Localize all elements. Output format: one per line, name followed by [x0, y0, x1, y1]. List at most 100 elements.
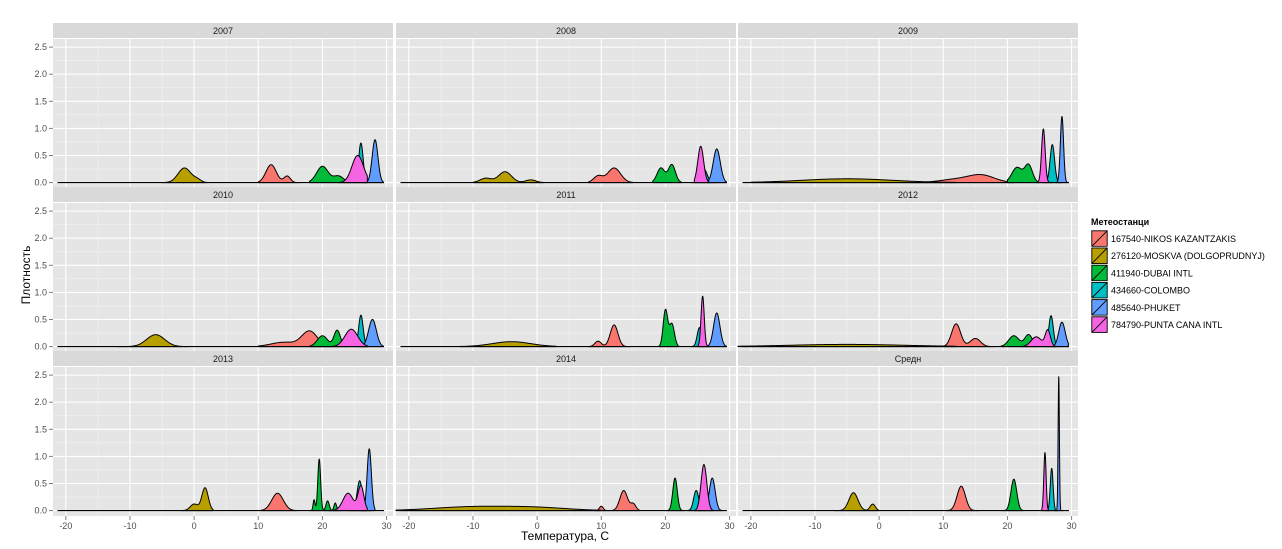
panel-background — [738, 367, 1078, 516]
x-tick-label: 30 — [1067, 521, 1077, 531]
y-tick-label: 2.5 — [34, 370, 47, 380]
facet-strip — [53, 351, 393, 366]
x-tick-label: -20 — [59, 521, 72, 531]
facet-strip-label: 2014 — [556, 354, 576, 364]
x-tick-label: -10 — [123, 521, 136, 531]
density-area-s1 — [257, 330, 330, 348]
x-tick-label: -20 — [744, 521, 757, 531]
x-tick-label: 0 — [535, 521, 540, 531]
facet-strip — [53, 187, 393, 202]
legend-item: 434660-COLOMBO — [1090, 281, 1190, 300]
y-tick-label: 2.5 — [34, 42, 47, 52]
density-area-s3 — [309, 458, 343, 512]
x-tick-label: 30 — [382, 521, 392, 531]
y-tick-label: 0.5 — [34, 150, 47, 160]
density-area-s2 — [180, 487, 214, 512]
y-tick-label: 2.5 — [34, 206, 47, 216]
panel-background — [396, 39, 736, 188]
legend-item: 411940-DUBAI INTL — [1090, 263, 1193, 282]
x-tick-label: 20 — [660, 521, 670, 531]
facet-panel: 2010 0.0 0.5 1.0 1.5 2.0 2.5 — [34, 187, 393, 352]
y-tick-label: 1.0 — [34, 287, 47, 297]
density-area-s2 — [750, 178, 957, 184]
y-tick-label: 2.0 — [34, 233, 47, 243]
legend-item: 167540-NIKOS KAZANTZAKIS — [1090, 229, 1236, 248]
facet-panel: 2009 — [738, 23, 1078, 188]
y-tick-label: 0.5 — [34, 314, 47, 324]
density-area-s1 — [257, 164, 301, 184]
facet-strip — [396, 23, 736, 38]
density-area-s1 — [587, 324, 631, 348]
y-tick-label: 0.0 — [34, 178, 47, 188]
legend-swatch-slash — [1091, 316, 1108, 333]
facet-strip-label: 2007 — [213, 26, 233, 36]
facet-strip — [396, 351, 736, 366]
density-area-s1 — [594, 490, 641, 512]
density-area-s1 — [260, 492, 298, 512]
facet-strip-label: Средн — [895, 354, 922, 364]
legend-label: 784790-PUNTA CANA INTL — [1111, 320, 1222, 330]
y-tick-label: 0.0 — [34, 342, 47, 352]
density-area-s6 — [1019, 329, 1057, 348]
density-area-s3 — [652, 163, 682, 184]
x-tick-label: 20 — [1002, 521, 1012, 531]
facet-strip-label: 2012 — [898, 190, 918, 200]
density-area-s2 — [395, 505, 602, 512]
density-area-s5 — [1055, 115, 1069, 184]
density-area-s6 — [1040, 452, 1050, 512]
facet-strip — [738, 187, 1078, 202]
y-axis-title: Плотность — [19, 246, 33, 305]
density-area-s5 — [706, 312, 727, 348]
x-tick-label: 20 — [317, 521, 327, 531]
density-area-s2 — [459, 341, 557, 348]
y-tick-label: 2.0 — [34, 69, 47, 79]
y-tick-label: 1.0 — [34, 123, 47, 133]
y-tick-label: 2.0 — [34, 397, 47, 407]
facet-panel: 2014 -20 -10 0 10 20 30 — [395, 351, 736, 531]
density-area-s6 — [328, 484, 368, 512]
facet-panel: 2012 — [737, 187, 1078, 352]
panel-background — [738, 203, 1078, 352]
legend-label: 167540-NIKOS KAZANTZAKIS — [1111, 234, 1236, 244]
legend-label: 276120-MOSKVA (DOLGOPRUDNYJ) — [1111, 251, 1265, 261]
facet-strip-label: 2009 — [898, 26, 918, 36]
legend-swatch-slash — [1091, 247, 1108, 264]
facet-strip — [396, 187, 736, 202]
legend-item: 276120-MOSKVA (DOLGOPRUDNYJ) — [1090, 246, 1265, 265]
density-area-s3 — [1006, 163, 1041, 184]
facet-panel: 2007 0.0 0.5 1.0 1.5 2.0 2.5 — [34, 23, 393, 188]
legend-swatch-slash — [1091, 264, 1108, 282]
panel-background — [53, 39, 393, 188]
density-area-s5 — [706, 148, 727, 184]
legend-swatch-slash — [1091, 299, 1108, 316]
legend-swatch-slash — [1091, 282, 1108, 299]
y-tick-label: 1.5 — [34, 424, 47, 434]
y-tick-label: 1.5 — [34, 260, 47, 270]
facet-panel: Средн -20 -10 0 10 20 30 — [738, 351, 1078, 531]
facet-strip-label: 2011 — [556, 190, 575, 200]
panel-background — [396, 203, 736, 352]
x-axis-title: Температура, С — [521, 529, 609, 543]
panel-background — [396, 367, 736, 516]
legend-swatch-slash — [1091, 230, 1108, 247]
legend-item: 485640-PHUKET — [1090, 298, 1181, 317]
facet-strip — [738, 23, 1078, 38]
x-tick-label: 0 — [877, 521, 882, 531]
facet-strip-label: 2013 — [213, 354, 233, 364]
panel-background — [53, 203, 393, 352]
x-tick-label: 10 — [938, 521, 948, 531]
y-tick-label: 0.0 — [34, 506, 47, 516]
density-area-s2 — [472, 171, 545, 184]
legend-label: 434660-COLOMBO — [1111, 286, 1190, 296]
panel-background — [738, 39, 1078, 188]
facet-panel: 2013 0.0 0.5 1.0 1.5 2.0 2.5 -20 -10 0 10 20 30 — [34, 351, 393, 531]
legend: Метеостанци 167540-NIKOS KAZANTZAKIS 2761… — [1090, 217, 1265, 334]
facet-panel: 2011 — [396, 187, 736, 352]
density-area-s6 — [337, 154, 368, 184]
x-tick-label: -20 — [402, 521, 415, 531]
density-area-s2 — [161, 167, 208, 184]
density-area-s5 — [360, 318, 384, 348]
legend-label: 411940-DUBAI INTL — [1111, 268, 1193, 278]
